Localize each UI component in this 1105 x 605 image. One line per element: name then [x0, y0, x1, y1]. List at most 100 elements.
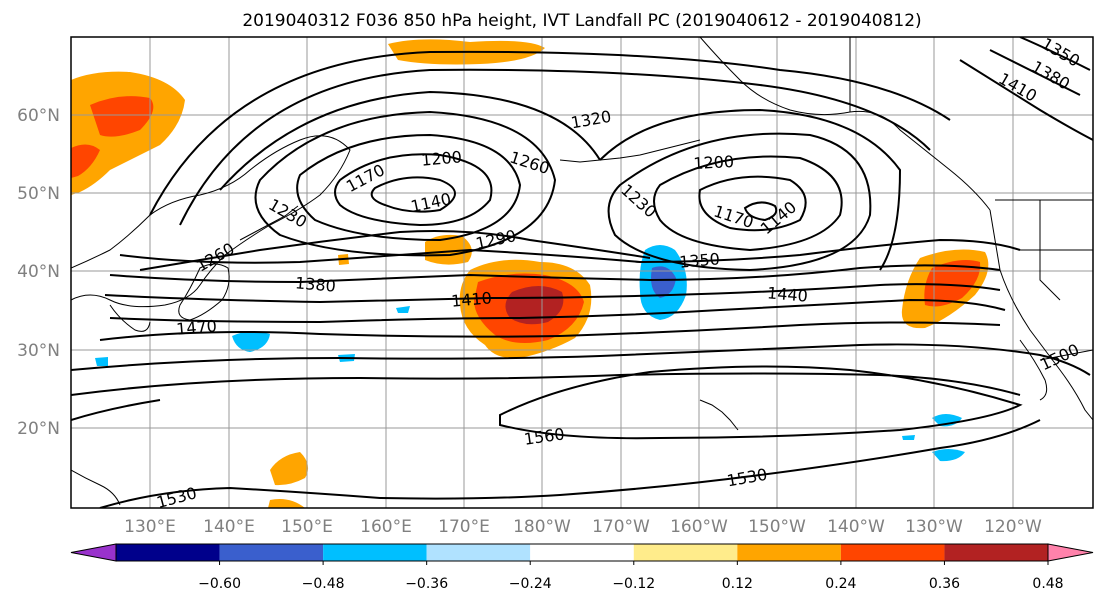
- map-frame: [70, 36, 1094, 509]
- contour-1530-south: [99, 419, 1041, 508]
- contour-label: 1350: [678, 249, 720, 271]
- colorbar-swatch: [840, 544, 945, 561]
- colorbar-swatch: [323, 544, 427, 561]
- ivt-strong-positive-region-siberia: [90, 96, 154, 137]
- longitude-label: 130°W: [905, 517, 963, 537]
- contour-1500-south: [71, 399, 161, 421]
- colorbar-arrow-high: [1047, 543, 1094, 562]
- contour-1320: [149, 50, 951, 216]
- longitude-label: 130°E: [124, 517, 176, 537]
- map-title: 2019040312 F036 850 hPa height, IVT Land…: [242, 11, 921, 31]
- colorbar-arrow-low: [70, 543, 117, 562]
- colorbar: −0.60 −0.48 −0.36 −0.24 −0.12 0.12 0.24 0.36 0.4…: [70, 543, 1094, 592]
- colorbar-swatch: [737, 544, 841, 561]
- contour-label: 1200: [420, 147, 462, 169]
- coastline-baja: [1019, 339, 1048, 401]
- colorbar-tick-label: 0.12: [722, 576, 753, 592]
- contour-1410-ne: [959, 59, 1093, 141]
- ivt-shading: [71, 39, 989, 508]
- contour-1200-east: [653, 155, 843, 252]
- contour-1410: [104, 283, 1001, 304]
- colorbar-tick-label: −0.12: [612, 576, 655, 592]
- longitude-label: 150°E: [281, 517, 333, 537]
- latitude-labels: 60°N 50°N 40°N 30°N 20°N: [17, 106, 60, 439]
- coastline-north-america: [989, 209, 1093, 421]
- colorbar-swatch: [944, 544, 1048, 561]
- contour-1170-west: [334, 153, 493, 227]
- ivt-max-positive-region-central: [505, 286, 564, 325]
- latitude-label: 20°N: [17, 419, 60, 439]
- contour-1200-west: [296, 133, 522, 242]
- contour-1560: [499, 365, 1023, 440]
- coastline-china-south: [71, 469, 121, 506]
- contour-1290-south: [139, 230, 651, 271]
- colorbar-tick-label: −0.24: [509, 576, 552, 592]
- latitude-label: 50°N: [17, 184, 60, 204]
- contour-1350: [119, 238, 1021, 264]
- colorbar-tick-label: −0.48: [302, 576, 345, 592]
- border-usa-mexico: [1039, 349, 1093, 361]
- contour-label: 1200: [693, 152, 735, 173]
- longitude-labels: 130°E 140°E 150°E 160°E 170°E 180°W 170°W 160°W…: [124, 517, 1042, 537]
- contour-label: 1380: [294, 273, 336, 295]
- ivt-negative-region-west: [232, 331, 270, 352]
- colorbar-tick-label: 0.36: [929, 576, 960, 592]
- longitude-label: 150°W: [748, 517, 806, 537]
- longitude-label: 140°E: [203, 517, 255, 537]
- contour-label: 1440: [766, 283, 808, 305]
- colorbar-tick-label: 0.48: [1032, 576, 1063, 592]
- ivt-negative-region-east-3: [902, 435, 915, 440]
- colorbar-swatch: [116, 544, 220, 561]
- coastline-aleutians: [559, 139, 701, 163]
- contour-1350-ne: [1019, 37, 1091, 71]
- coastlines: [71, 37, 1093, 506]
- contour-1140-west: [370, 176, 456, 213]
- coastline-asia: [71, 135, 351, 308]
- colorbar-swatch: [219, 544, 324, 561]
- longitude-label: 160°W: [670, 517, 728, 537]
- coastline-japan: [178, 263, 230, 321]
- border-usa-states: [1020, 200, 1093, 301]
- contour-label: 1410: [450, 288, 492, 310]
- contour-1170-east: [698, 175, 807, 232]
- contour-1380-ne: [989, 49, 1081, 96]
- ivt-strong-positive-region-siberia-west: [71, 144, 100, 178]
- longitude-label: 140°W: [827, 517, 885, 537]
- ivt-negative-region-east-2: [932, 449, 965, 462]
- colorbar-tick-label: −0.36: [405, 576, 448, 592]
- contour-1230-west: [254, 110, 557, 257]
- colorbar-tick-label: −0.60: [198, 576, 241, 592]
- ivt-positive-region-dateline-north: [425, 234, 472, 265]
- longitude-label: 120°W: [984, 517, 1042, 537]
- latitude-label: 60°N: [17, 106, 60, 126]
- contour-1230-east: [607, 132, 872, 272]
- ivt-strong-positive-region-east-pacific: [924, 260, 981, 307]
- longitude-label: 170°E: [438, 517, 490, 537]
- longitude-label: 180°W: [513, 517, 571, 537]
- contour-1470: [99, 321, 1001, 341]
- gridlines: [71, 37, 1093, 508]
- longitude-label: 160°E: [360, 517, 412, 537]
- map-panel: 1320 1200 1260 1170 1140 1230 1290 1200 …: [70, 36, 1094, 509]
- coastline-korea: [109, 304, 151, 332]
- contour-1290: [179, 68, 931, 226]
- coastline-kurils: [239, 205, 299, 241]
- contour-1260-ridge: [599, 108, 902, 271]
- ivt-negative-region-small-2: [396, 306, 410, 313]
- colorbar-swatch: [633, 544, 738, 561]
- contour-label: 1470: [175, 316, 217, 338]
- ivt-positive-region-subtropical-west: [270, 452, 309, 486]
- colorbar-tick-label: 0.24: [825, 576, 856, 592]
- colorbar-frame: [115, 543, 1049, 562]
- height-contours: [71, 37, 1093, 508]
- ivt-positive-region-south-edge: [268, 499, 305, 508]
- contour-1440: [109, 298, 1006, 324]
- colorbar-swatch: [530, 544, 634, 561]
- contour-1500: [71, 343, 1091, 376]
- ivt-strong-negative-region-central: [651, 266, 676, 298]
- colorbar-swatch: [426, 544, 531, 561]
- contour-1380: [109, 264, 1001, 284]
- contour-1260-west: [219, 90, 601, 191]
- latitude-label: 30°N: [17, 341, 60, 361]
